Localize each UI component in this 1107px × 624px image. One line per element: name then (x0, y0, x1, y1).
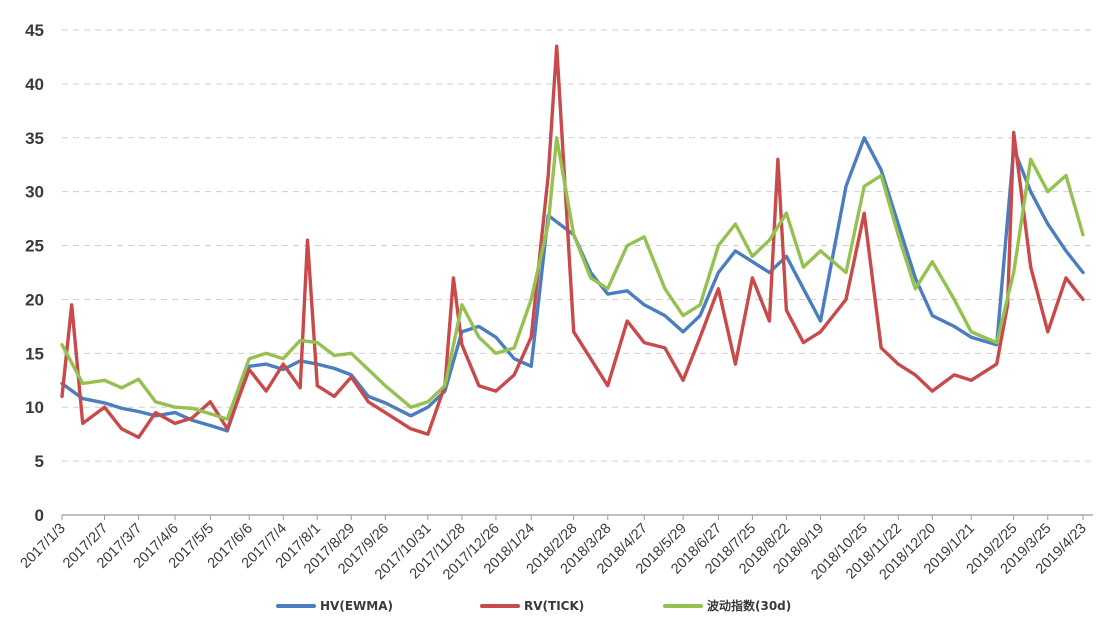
x-tick-label: 2017/1/3 (18, 521, 69, 572)
legend: HV(EWMA) RV(TICK) 波动指数(30d) (276, 598, 791, 613)
series-line-2 (60, 136, 1085, 421)
legend-label: RV(TICK) (524, 599, 584, 613)
y-tick-label: 20 (25, 290, 44, 309)
y-tick-label: 30 (25, 183, 44, 202)
series-lines (60, 44, 1085, 440)
y-tick-label: 25 (25, 237, 44, 256)
y-tick-label: 45 (25, 21, 44, 40)
legend-label: 波动指数(30d) (707, 598, 791, 613)
y-tick-label: 10 (25, 398, 44, 417)
y-tick-label: 35 (25, 129, 44, 148)
y-tick-label: 5 (35, 452, 44, 471)
y-axis-tick-labels: 0 5 10 15 20 25 30 35 40 45 (25, 21, 44, 525)
y-tick-label: 0 (35, 506, 44, 525)
gridlines (62, 29, 1093, 516)
legend-label: HV(EWMA) (320, 599, 393, 613)
y-tick-label: 15 (25, 344, 44, 363)
series-line-1 (60, 44, 1085, 440)
x-axis-tick-labels: 2017/1/32017/2/72017/3/72017/4/62017/5/5… (18, 515, 1090, 583)
y-tick-label: 40 (25, 75, 44, 94)
